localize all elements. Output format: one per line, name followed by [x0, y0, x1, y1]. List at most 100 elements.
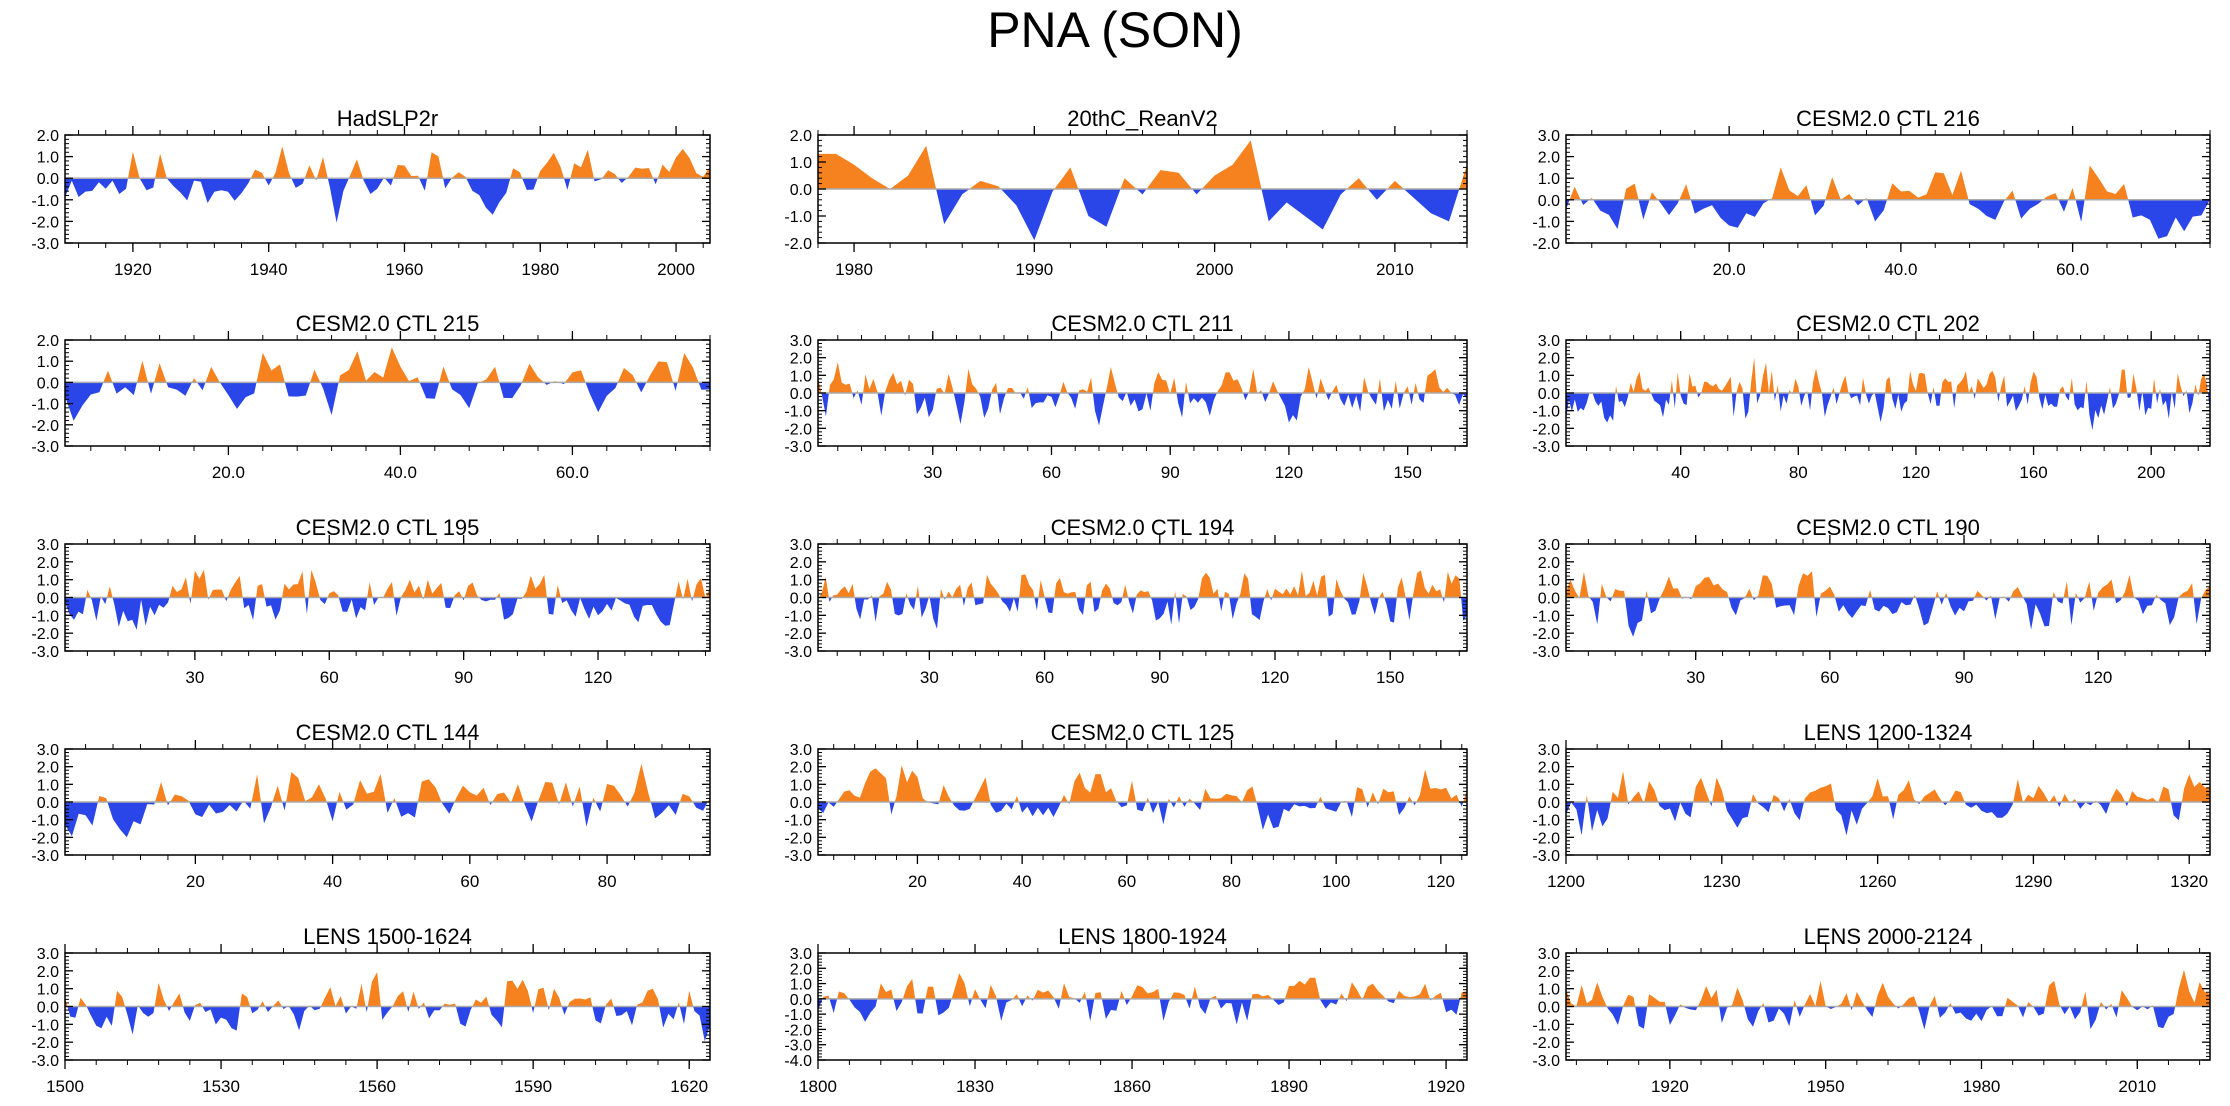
x-tick-label: 2010 — [1376, 260, 1414, 279]
y-tick-label: 0.0 — [790, 591, 812, 608]
y-tick-label: 0.0 — [790, 386, 812, 403]
x-tick-label: 1590 — [514, 1077, 552, 1096]
y-tick-label: 2.0 — [790, 555, 812, 572]
x-tick-label: 30 — [185, 668, 204, 687]
panel-12: LENS 1200-1324 3.02.01.00.0-1.0-2.0-3.0 12… — [1532, 720, 2211, 891]
x-tick-label: 60 — [1820, 668, 1839, 687]
negative-area-series — [65, 178, 710, 223]
y-tick-label: -3.0 — [31, 1053, 59, 1070]
y-tick-label: -2.0 — [31, 214, 59, 231]
x-tick-label: 1260 — [1859, 872, 1897, 891]
y-tick-label: -3.0 — [1532, 1053, 1560, 1070]
y-tick-label: 1.0 — [1538, 573, 1560, 590]
panel-title: HadSLP2r — [337, 106, 439, 131]
x-tick-label: 40.0 — [1884, 260, 1917, 279]
y-tick-label: -1.0 — [1532, 813, 1560, 830]
positive-area-series — [1566, 771, 2210, 802]
negative-area-series — [818, 189, 1467, 241]
x-tick-label: 80 — [598, 872, 617, 891]
plot-frame — [64, 134, 711, 244]
plot-frame — [817, 952, 1468, 1061]
x-tick-label: 20 — [186, 872, 205, 891]
y-tick-label: 3.0 — [37, 742, 59, 759]
y-tick-label: 1.0 — [37, 982, 59, 999]
negative-area-series — [65, 597, 710, 630]
y-tick-label: -3.0 — [784, 644, 812, 661]
x-tick-label: 2000 — [1196, 260, 1234, 279]
y-tick-label: 3.0 — [1538, 333, 1560, 350]
y-tick-label: -3.0 — [784, 848, 812, 865]
x-tick-label: 1920 — [1427, 1077, 1465, 1096]
y-tick-label: 1.0 — [37, 150, 59, 167]
x-tick-label: 30 — [920, 668, 939, 687]
x-tick-label: 20.0 — [1713, 260, 1746, 279]
y-tick-label: -3.0 — [784, 1038, 812, 1055]
negative-area-series — [818, 393, 1467, 426]
x-tick-label: 80 — [1789, 463, 1808, 482]
panel-title: CESM2.0 CTL 190 — [1796, 515, 1980, 540]
negative-area-series — [818, 998, 1467, 1025]
y-tick-label: -2.0 — [1532, 626, 1560, 643]
x-tick-label: 1990 — [1015, 260, 1053, 279]
negative-area-series — [65, 1006, 710, 1042]
panel-1: HadSLP2r 2.0 1.0 0.0 -1.0 -2.0 -3.0 1920 1940 196… — [31, 106, 711, 279]
y-tick-label: 0.0 — [1538, 591, 1560, 608]
x-tick-label: 80 — [1222, 872, 1241, 891]
y-tick-label: -1.0 — [1532, 214, 1560, 231]
positive-area-series — [65, 347, 710, 383]
y-tick-label: -3.0 — [31, 848, 59, 865]
negative-area-series — [818, 597, 1467, 629]
y-tick-label: 1.0 — [1538, 171, 1560, 188]
y-tick-label: 2.0 — [1538, 351, 1560, 368]
y-tick-label: 0.0 — [790, 992, 812, 1009]
y-tick-label: 1.0 — [790, 977, 812, 994]
y-tick-label: -2.0 — [31, 1035, 59, 1052]
y-tick-label: -3.0 — [31, 236, 59, 253]
x-tick-label: 150 — [1393, 463, 1421, 482]
panel-3: CESM2.0 CTL 216 3.0 2.0 1.0 0.0 -1.0 -2.0 20.0 4… — [1532, 106, 2211, 279]
panel-title: CESM2.0 CTL 216 — [1796, 106, 1980, 131]
y-tick-label: -2.0 — [784, 1022, 812, 1039]
y-tick-label: 3.0 — [37, 537, 59, 554]
x-tick-label: 200 — [2137, 463, 2165, 482]
y-tick-label: 2.0 — [37, 760, 59, 777]
panel-title: CESM2.0 CTL 125 — [1051, 720, 1235, 745]
x-tick-label: 90 — [1161, 463, 1180, 482]
y-tick-label: -1.0 — [1532, 404, 1560, 421]
x-tick-label: 20 — [908, 872, 927, 891]
positive-area-series — [1566, 571, 2210, 598]
x-tick-label: 1500 — [46, 1077, 84, 1096]
panel-title: LENS 2000-2124 — [1804, 924, 1973, 949]
y-tick-label: -2.0 — [1532, 236, 1560, 253]
x-tick-label: 1980 — [521, 260, 559, 279]
panel-6: CESM2.0 CTL 202 3.02.01.00.0-1.0-2.0-3.0 4… — [1532, 311, 2211, 482]
panel-title: 20thC_ReanV2 — [1067, 106, 1217, 131]
panel-7: CESM2.0 CTL 195 3.02.01.00.0-1.0-2.0-3.0 3… — [31, 515, 711, 687]
x-tick-label: 1230 — [1703, 872, 1741, 891]
x-tick-label: 1920 — [114, 260, 152, 279]
y-tick-label: 1.0 — [1538, 368, 1560, 385]
y-tick-label: -3.0 — [31, 644, 59, 661]
x-tick-label: 40 — [1013, 872, 1032, 891]
x-tick-label: 1890 — [1270, 1077, 1308, 1096]
negative-area-series — [65, 382, 710, 421]
y-tick-label: -1.0 — [1532, 608, 1560, 625]
positive-area-series — [818, 765, 1467, 802]
plot-frame — [64, 339, 711, 447]
x-tick-label: 120 — [1261, 668, 1289, 687]
x-tick-label: 60.0 — [2056, 260, 2089, 279]
y-tick-label: 2.0 — [790, 961, 812, 978]
y-tick-label: -2.0 — [784, 626, 812, 643]
x-tick-label: 90 — [1150, 668, 1169, 687]
y-tick-label: 1.0 — [37, 777, 59, 794]
y-tick-label: -3.0 — [784, 439, 812, 456]
x-tick-label: 1800 — [799, 1077, 837, 1096]
x-tick-label: 20.0 — [212, 463, 245, 482]
negative-area-series — [1566, 802, 2210, 836]
panel-8: CESM2.0 CTL 194 3.02.01.00.0-1.0-2.0-3.0 3… — [784, 515, 1468, 687]
x-tick-label: 1980 — [1963, 1077, 2001, 1096]
negative-area-series — [65, 802, 710, 838]
panel-title: CESM2.0 CTL 195 — [296, 515, 480, 540]
x-tick-label: 1290 — [2015, 872, 2053, 891]
